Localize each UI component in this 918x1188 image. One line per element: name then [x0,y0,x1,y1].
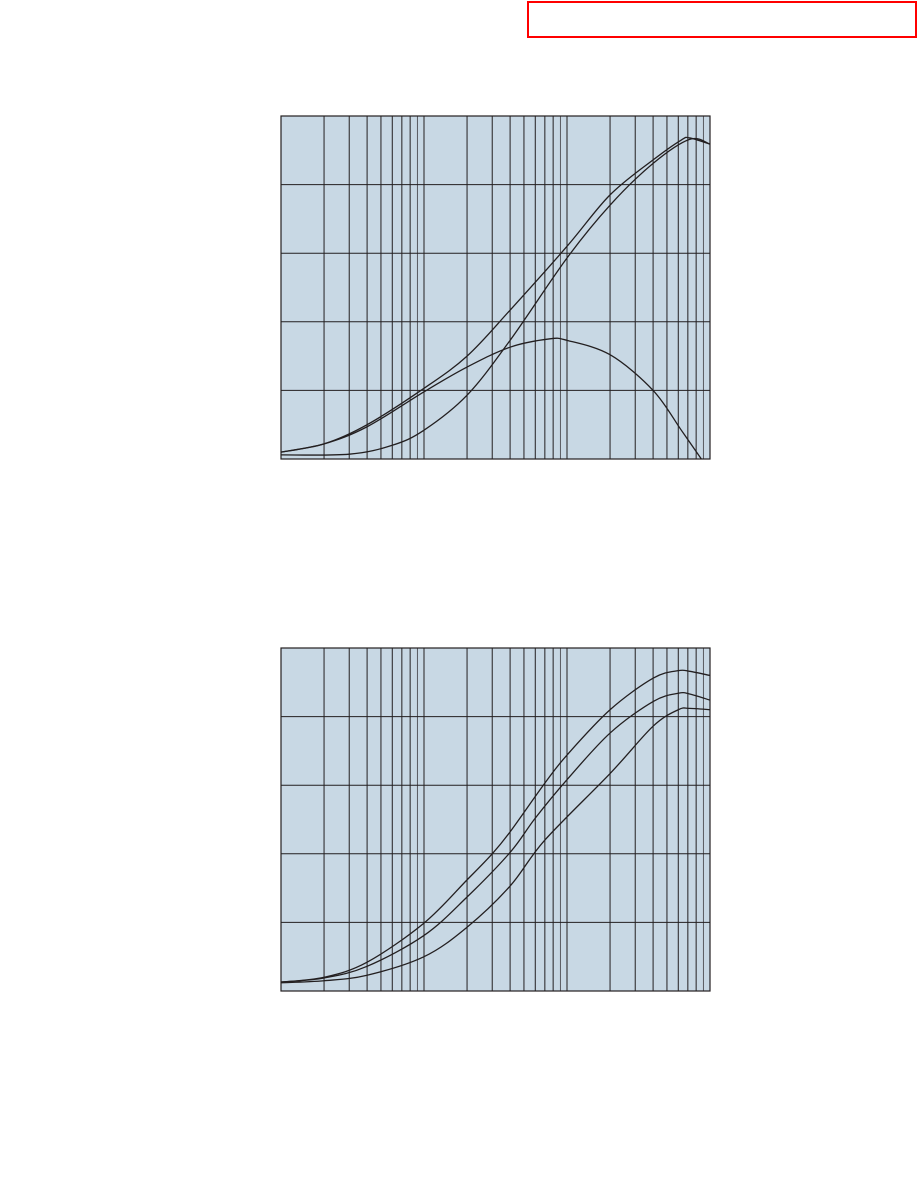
header-box [527,1,917,38]
plot-frame [280,115,711,460]
chart-bottom [280,647,711,992]
chart-top [280,115,711,460]
series-line-1 [280,669,711,983]
plot-area [281,116,710,459]
plot-area [281,648,710,991]
series-line-2 [280,137,711,456]
series-line-2 [280,691,711,983]
series-line-1 [280,136,711,453]
series-line-3 [280,337,702,460]
series-line-3 [280,707,711,984]
plot-frame [280,647,711,992]
